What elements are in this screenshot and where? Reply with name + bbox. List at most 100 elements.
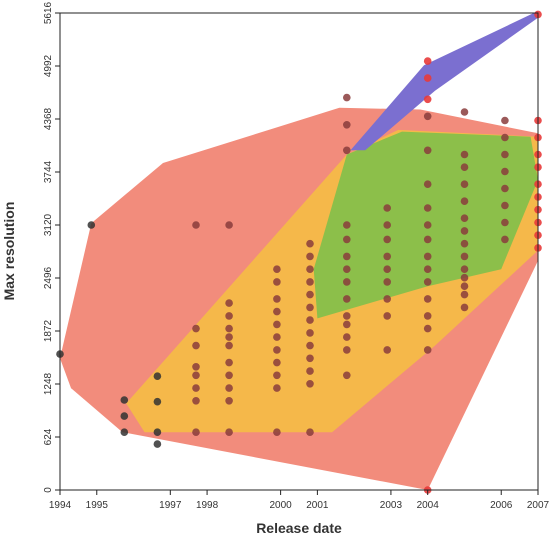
data-point bbox=[460, 180, 469, 188]
data-point bbox=[423, 95, 432, 104]
data-point bbox=[423, 235, 432, 244]
y-axis: 0 624 1248 1872 2496 3120 3744 4368 4992 5616 bbox=[43, 1, 60, 493]
data-point bbox=[460, 214, 469, 222]
data-point bbox=[273, 346, 281, 354]
data-point bbox=[225, 312, 233, 320]
data-point bbox=[383, 278, 392, 286]
data-point bbox=[423, 346, 432, 354]
data-point bbox=[460, 303, 469, 312]
data-point bbox=[460, 163, 469, 171]
data-point bbox=[460, 252, 469, 261]
plot-frame bbox=[59, 12, 539, 491]
data-point bbox=[87, 221, 96, 229]
data-point bbox=[306, 316, 314, 324]
y-tick-label: 4992 bbox=[43, 54, 54, 77]
data-point bbox=[501, 167, 509, 176]
data-point bbox=[273, 358, 281, 367]
data-point bbox=[225, 299, 233, 307]
data-point bbox=[501, 201, 509, 210]
data-point bbox=[225, 428, 233, 437]
data-point bbox=[423, 295, 432, 303]
data-point bbox=[192, 221, 200, 229]
x-tick-label: 2001 bbox=[306, 500, 329, 511]
data-point bbox=[306, 290, 314, 299]
data-point bbox=[306, 303, 314, 312]
data-point bbox=[423, 57, 432, 65]
data-point bbox=[423, 112, 432, 121]
data-point bbox=[273, 320, 281, 329]
data-point bbox=[120, 396, 129, 404]
data-point bbox=[343, 278, 351, 286]
y-axis-title: Max resolution bbox=[1, 202, 17, 301]
data-point bbox=[343, 121, 351, 129]
data-point bbox=[460, 282, 469, 291]
x-tick-label: 1998 bbox=[196, 500, 219, 511]
data-point bbox=[343, 312, 351, 320]
data-point bbox=[225, 358, 233, 367]
y-tick-label: 3120 bbox=[43, 213, 54, 236]
data-point bbox=[383, 252, 392, 261]
x-axis-title: Release date bbox=[256, 520, 342, 536]
data-point bbox=[273, 307, 281, 316]
x-tick-label: 1997 bbox=[159, 500, 182, 511]
data-point bbox=[192, 397, 200, 405]
y-tick-label: 0 bbox=[43, 487, 54, 493]
data-point bbox=[383, 221, 392, 229]
data-point bbox=[306, 239, 314, 248]
data-point bbox=[501, 133, 509, 142]
data-point bbox=[423, 312, 432, 320]
data-point bbox=[460, 273, 469, 282]
data-point bbox=[120, 412, 129, 420]
data-point bbox=[343, 146, 351, 155]
x-tick-label: 2004 bbox=[417, 500, 440, 511]
data-point bbox=[383, 204, 392, 212]
y-tick-label: 5616 bbox=[43, 1, 54, 24]
data-point bbox=[273, 295, 281, 303]
data-point bbox=[153, 397, 162, 406]
data-point bbox=[423, 278, 432, 286]
data-point bbox=[225, 341, 233, 350]
data-point bbox=[460, 239, 469, 248]
data-point bbox=[383, 235, 392, 244]
x-tick-label: 2003 bbox=[380, 500, 403, 511]
data-point bbox=[225, 333, 233, 341]
data-point bbox=[273, 265, 281, 274]
data-point bbox=[343, 93, 351, 102]
data-point bbox=[460, 227, 469, 235]
data-point bbox=[306, 367, 314, 375]
data-point bbox=[343, 235, 351, 244]
data-point bbox=[153, 428, 162, 437]
data-point bbox=[153, 440, 162, 448]
data-point bbox=[501, 235, 509, 244]
y-tick-label: 2496 bbox=[43, 266, 54, 289]
data-point bbox=[225, 397, 233, 405]
data-point bbox=[343, 371, 351, 380]
x-tick-label: 1995 bbox=[86, 500, 109, 511]
data-point bbox=[343, 320, 351, 329]
x-tick-label: 2000 bbox=[269, 500, 292, 511]
data-point bbox=[383, 265, 392, 274]
region-trend bbox=[350, 11, 538, 151]
x-tick-label: 2007 bbox=[527, 500, 550, 511]
data-point bbox=[306, 329, 314, 337]
data-point bbox=[273, 371, 281, 380]
data-point bbox=[343, 295, 351, 303]
data-point bbox=[225, 371, 233, 380]
points-layer bbox=[56, 10, 542, 494]
y-tick-label: 1248 bbox=[43, 372, 54, 395]
data-point bbox=[192, 363, 200, 371]
data-point bbox=[501, 218, 509, 227]
x-tick-label: 1994 bbox=[49, 500, 72, 511]
data-point bbox=[273, 333, 281, 341]
data-point bbox=[306, 354, 314, 363]
data-point bbox=[225, 324, 233, 333]
y-tick-label: 4368 bbox=[43, 107, 54, 130]
data-point bbox=[192, 384, 200, 392]
data-point bbox=[192, 371, 200, 380]
y-tick-label: 3744 bbox=[43, 160, 54, 183]
data-point bbox=[423, 180, 432, 188]
data-point bbox=[192, 341, 200, 350]
data-point bbox=[343, 265, 351, 274]
data-point bbox=[343, 221, 351, 229]
